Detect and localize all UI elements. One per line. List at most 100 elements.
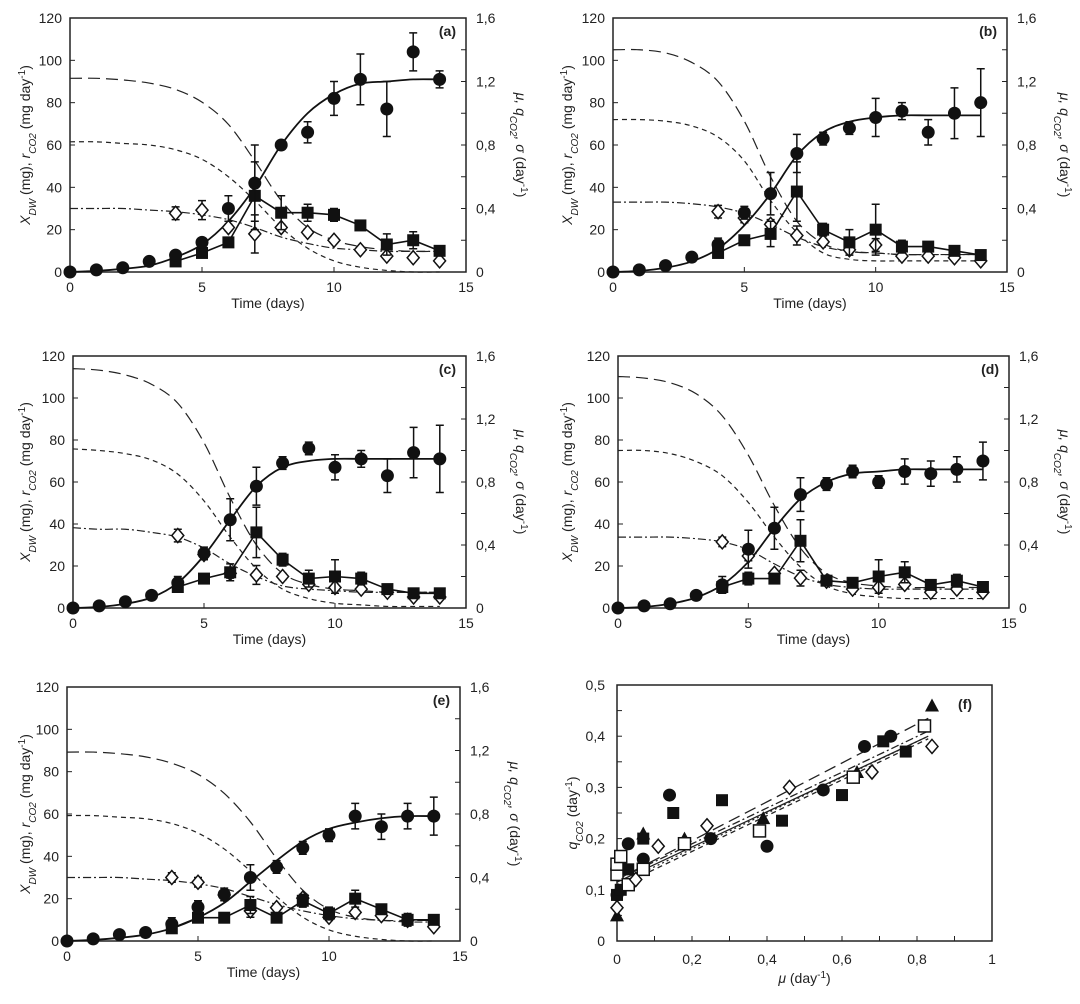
- rco2-point: [872, 570, 885, 583]
- y-tick-label: 0,1: [586, 882, 606, 898]
- x-tick-label: 0: [614, 615, 622, 631]
- biomass-point: [846, 465, 860, 478]
- y-left-axis-label-part: -1: [17, 69, 28, 78]
- panel-label: (e): [433, 692, 450, 708]
- y-right-axis-label-part: -1: [519, 184, 530, 193]
- y-right-tick-label: 1,2: [476, 411, 496, 427]
- rco2-point: [433, 244, 446, 257]
- fit-line-dash-dot: [616, 730, 929, 881]
- y-right-axis-label-part: , σ: [507, 805, 523, 822]
- biomass-point: [217, 887, 231, 901]
- qco2-point: [816, 233, 831, 250]
- fit-line-short-dash: [616, 738, 929, 888]
- y-left-axis-label-part: DW: [28, 866, 39, 884]
- y-left-axis-label-part: -1: [559, 406, 570, 415]
- rco2-point: [843, 236, 856, 249]
- biomass-point: [767, 521, 781, 535]
- y-left-tick-label: 60: [49, 474, 65, 490]
- y-left-axis-label-part: ): [559, 65, 575, 70]
- x-axis-label: Time (days): [777, 631, 850, 647]
- plot-frame: [69, 17, 467, 273]
- y-left-tick-label: 100: [42, 390, 66, 406]
- rco2-point: [790, 185, 803, 198]
- y-left-tick-label: 100: [582, 52, 606, 68]
- biomass-point: [249, 479, 263, 493]
- y-left-axis-label-part: DW: [28, 197, 39, 215]
- x-tick-label: 5: [194, 948, 202, 964]
- biomass-point: [816, 132, 830, 146]
- y-left-tick-label: 20: [43, 891, 59, 907]
- rco2-point: [794, 534, 807, 547]
- biomass-point: [659, 259, 673, 273]
- qco2-point: [793, 569, 808, 587]
- qco2-point: [327, 232, 341, 249]
- rco2-point: [922, 240, 935, 253]
- y-left-tick-label: 20: [46, 222, 62, 238]
- biomass-point: [427, 809, 441, 823]
- rco2-point: [270, 911, 283, 924]
- x-tick-label: 15: [999, 279, 1015, 295]
- biomass-point: [406, 45, 420, 59]
- open-diamond-point: [865, 763, 879, 781]
- biomass-point: [632, 263, 646, 277]
- y-right-tick-label: 0,8: [476, 474, 496, 490]
- qco2-point: [195, 201, 209, 219]
- y-right-axis-label-part: μ, q: [507, 761, 523, 785]
- y-right-axis-label-part: , σ: [513, 136, 529, 153]
- x-axis-label: μ (day-1): [777, 970, 830, 987]
- panel-a: 0 20 40 60 80 100 120 0 0,4 0,8 1,2 1,6 0 5 10 15 Time (…: [17, 10, 530, 311]
- x-tick-label: 15: [458, 279, 474, 295]
- rco2-point: [328, 208, 340, 221]
- rco2-point: [768, 572, 781, 585]
- y-left-tick-label: 80: [589, 95, 605, 111]
- biomass-point: [606, 265, 620, 279]
- open-square-point: [677, 836, 692, 851]
- y-axis-label-part: ): [564, 776, 580, 781]
- x-axis-label-part: (day: [786, 970, 817, 986]
- x-axis-label: Time (days): [227, 964, 300, 980]
- y-left-axis-label-part: X: [17, 215, 33, 226]
- rco2-point: [296, 894, 309, 907]
- y-right-tick-label: 0: [476, 264, 484, 280]
- x-tick-label: 10: [327, 615, 343, 631]
- y-right-tick-label: 1,2: [1019, 411, 1039, 427]
- biomass-point: [764, 187, 778, 201]
- panel-e: 0 20 40 60 80 100 120 0 0,4 0,8 1,2 1,6 0 5 10 15 Time (…: [17, 679, 524, 980]
- y-right-tick-label: 0,4: [476, 201, 496, 217]
- rco2-point: [218, 911, 231, 924]
- rco2-point: [302, 572, 315, 585]
- biomass-point: [348, 809, 362, 823]
- biomass-point: [924, 467, 938, 481]
- y-right-axis-label-part: -1: [1063, 521, 1074, 530]
- y-right-tick-label: 0,8: [470, 806, 490, 822]
- x-axis-label: Time (days): [773, 295, 846, 311]
- y-right-tick-label: 1,2: [1017, 74, 1037, 90]
- biomass-point: [611, 601, 625, 615]
- rco2-point: [401, 913, 414, 926]
- y-left-tick-label: 40: [43, 848, 59, 864]
- y-left-tick-label: 80: [46, 95, 62, 111]
- y-tick-label: 0,2: [586, 831, 606, 847]
- filled-circle-point: [621, 837, 635, 851]
- rco2-point: [820, 574, 833, 587]
- curve-dash-dot: [613, 201, 981, 256]
- rco2-point: [276, 553, 289, 566]
- rco2-point: [738, 234, 751, 247]
- x-tick-label: 10: [871, 615, 887, 631]
- y-right-tick-label: 1,6: [470, 679, 490, 695]
- biomass-point: [820, 477, 834, 491]
- fit-line-solid: [616, 735, 929, 883]
- y-right-tick-label: 0: [1017, 264, 1025, 280]
- filled-square-point: [836, 789, 848, 802]
- x-tick-label: 10: [868, 279, 884, 295]
- y-tick-label: 0,3: [586, 779, 606, 795]
- filled-square-point: [899, 745, 912, 758]
- biomass-point: [374, 820, 388, 834]
- biomass-point: [715, 578, 729, 592]
- rco2-point: [349, 892, 362, 905]
- biomass-point: [276, 456, 290, 470]
- biomass-point: [86, 932, 100, 946]
- open-diamond-point: [925, 738, 939, 755]
- biomass-point: [711, 237, 725, 251]
- qco2-point: [300, 224, 315, 241]
